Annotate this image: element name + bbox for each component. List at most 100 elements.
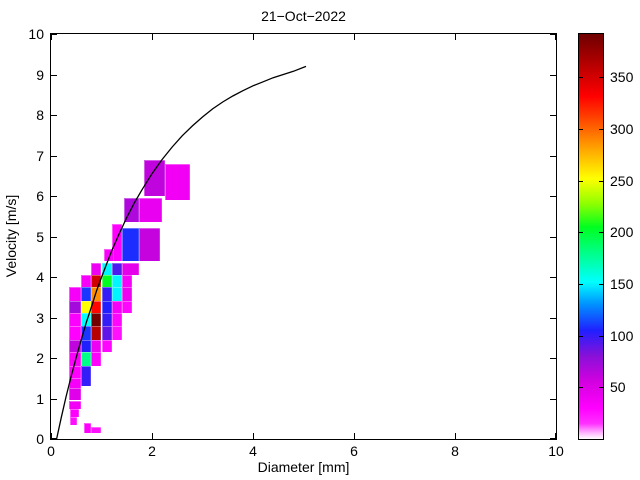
heatmap-cell [91, 287, 102, 302]
x-tick-label: 6 [350, 443, 358, 459]
heatmap-cell [81, 366, 92, 387]
heatmap-cell [164, 163, 190, 200]
colorbar-tick-mark [579, 335, 583, 337]
heatmap-cell [101, 262, 112, 275]
y-tick-label: 8 [36, 107, 44, 123]
x-tick-mark-top [354, 34, 355, 40]
y-tick-mark [51, 236, 57, 238]
x-tick-mark [152, 433, 153, 439]
y-tick-mark [51, 317, 57, 319]
x-tick-label: 2 [148, 443, 156, 459]
x-tick-mark [455, 433, 456, 439]
heatmap-cell [70, 416, 78, 425]
y-tick-mark [51, 196, 57, 197]
heatmap-cell [111, 224, 122, 261]
y-tick-mark-right [550, 317, 556, 319]
heatmap-cell [81, 275, 92, 288]
heatmap-cell [91, 351, 102, 367]
heatmap-cell [139, 228, 160, 261]
heatmap-cell [91, 275, 102, 288]
x-tick-mark-top [51, 34, 52, 40]
y-tick-label: 6 [36, 188, 44, 204]
y-tick-mark-right [550, 34, 556, 35]
heatmap-cell [121, 275, 132, 288]
x-tick-mark [253, 433, 254, 439]
colorbar-tick-label: 50 [610, 379, 626, 396]
x-tick-mark [51, 433, 52, 439]
heatmap-cell [121, 301, 132, 314]
y-tick-label: 7 [36, 147, 44, 164]
y-tick-mark-right [550, 398, 556, 400]
heatmap-cell [101, 313, 112, 326]
y-axis-label: Velocity [m/s] [3, 194, 19, 278]
colorbar-tick-label: 100 [610, 327, 634, 344]
y-tick-mark-right [550, 115, 556, 116]
colorbar-tick-mark [579, 129, 583, 131]
x-tick-label: 4 [249, 443, 257, 459]
y-tick-label: 9 [36, 66, 44, 83]
heatmap-cell [81, 339, 92, 352]
heatmap-cell [101, 287, 112, 302]
heatmap-cell [111, 313, 122, 326]
heatmap-cell [139, 198, 163, 223]
colorbar-tick-mark [599, 180, 603, 182]
heatmap-cell [68, 351, 82, 367]
heatmap-cell [91, 339, 102, 352]
y-tick-mark-right [550, 196, 556, 197]
colorbar-tick-label: 250 [610, 172, 634, 189]
colorbar-tick-mark [599, 232, 603, 234]
heatmap-cell [70, 408, 79, 417]
x-tick-label: 8 [451, 443, 459, 459]
y-tick-mark-right [550, 155, 556, 157]
heatmap-cell [111, 262, 122, 275]
x-axis-label: Diameter [mm] [257, 459, 350, 475]
colorbar-tick-mark [599, 77, 603, 79]
y-tick-mark-right [550, 358, 556, 359]
heatmap-cell [68, 313, 82, 326]
x-tick-mark-top [253, 34, 254, 40]
x-tick-mark [354, 433, 355, 439]
y-tick-mark [51, 74, 57, 76]
heatmap-cell [91, 262, 102, 275]
colorbar-tick-mark [579, 284, 583, 286]
heatmap-cell [81, 351, 92, 367]
heatmap-cell [68, 400, 82, 409]
y-tick-mark [51, 438, 57, 439]
heatmap-cell [68, 388, 82, 401]
y-tick-mark [51, 277, 57, 278]
heatmap-cell [83, 422, 92, 433]
heatmap-cell [101, 301, 112, 314]
y-tick-label: 10 [28, 26, 44, 42]
y-tick-mark [51, 358, 57, 359]
plot-area [50, 33, 557, 440]
y-tick-label: 0 [36, 431, 44, 447]
y-tick-mark [51, 115, 57, 116]
y-tick-mark-right [550, 277, 556, 278]
heatmap-cell [91, 426, 102, 433]
heatmap-cell [121, 287, 132, 302]
colorbar-tick-mark [579, 387, 583, 389]
heatmap-cell [101, 275, 112, 288]
y-tick-mark [51, 155, 57, 157]
y-tick-label: 3 [36, 309, 44, 326]
heatmap-cell [91, 325, 102, 340]
heatmap-cell [111, 301, 122, 314]
heatmap-cell [121, 262, 140, 275]
colorbar-tick-mark [579, 180, 583, 182]
colorbar-tick-mark [579, 232, 583, 234]
heatmap-cell [81, 313, 92, 326]
y-tick-mark-right [550, 236, 556, 238]
terminal-velocity-curve [55, 65, 307, 439]
colorbar [578, 33, 604, 440]
x-tick-mark-top [455, 34, 456, 40]
heatmap-cell [121, 228, 140, 261]
x-tick-label: 0 [47, 443, 55, 459]
heatmap-cell [91, 301, 102, 314]
colorbar-tick-mark [599, 387, 603, 389]
heatmap-cell [101, 325, 112, 340]
x-tick-label: 10 [548, 443, 564, 459]
y-tick-mark-right [550, 74, 556, 76]
colorbar-tick-label: 150 [610, 276, 634, 293]
colorbar-tick-label: 350 [610, 69, 634, 86]
